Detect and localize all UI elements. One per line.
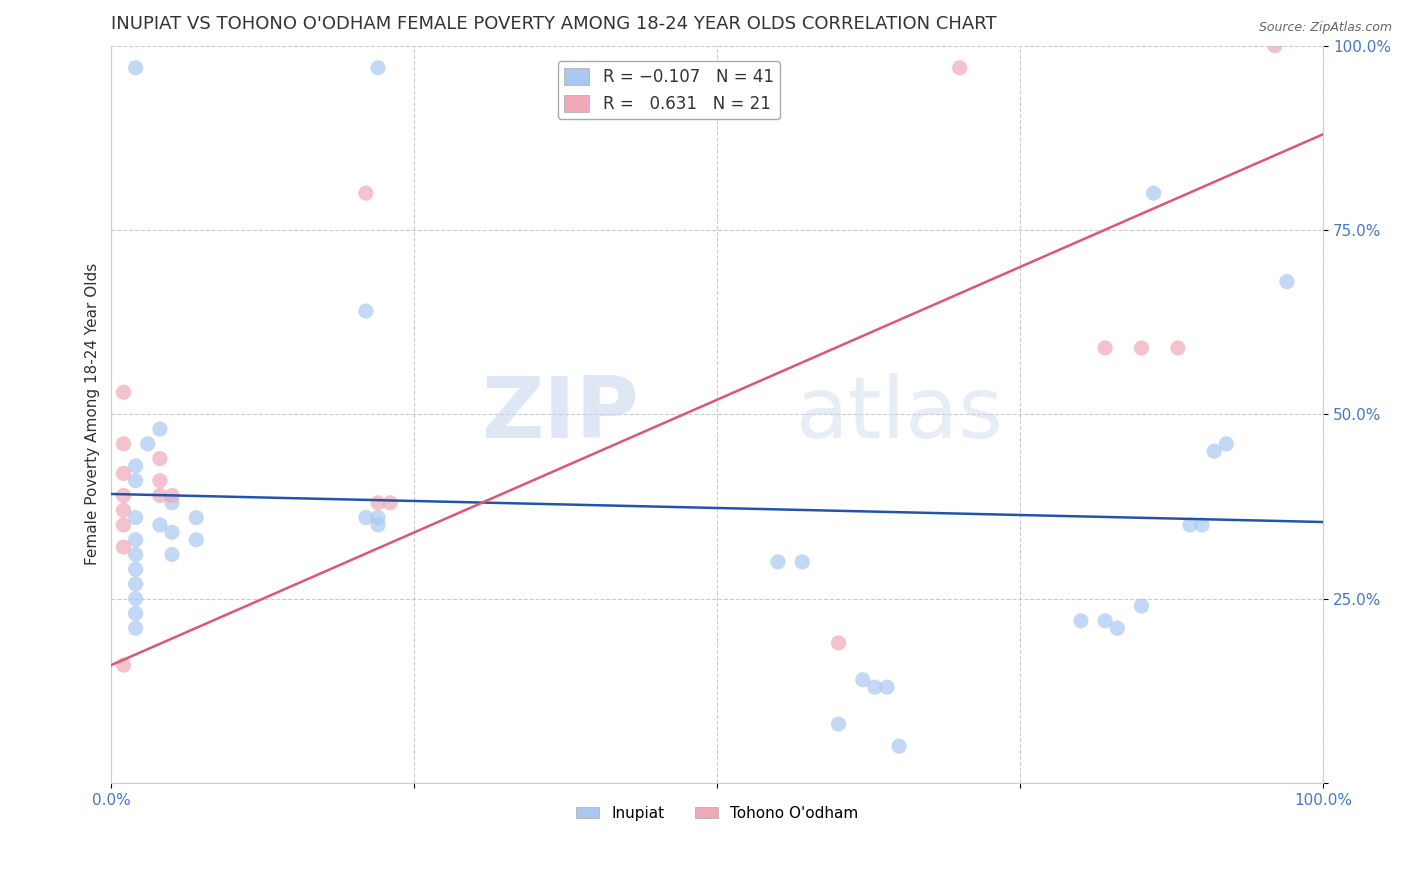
Point [124, 533, 146, 547]
Point [149, 451, 172, 466]
Legend: Inupiat, Tohono O'odham: Inupiat, Tohono O'odham [569, 800, 865, 827]
Point [112, 467, 135, 481]
Point [1094, 341, 1116, 355]
Point [863, 680, 886, 694]
Point [160, 496, 183, 510]
Point [354, 510, 377, 524]
Point [1215, 437, 1237, 451]
Point [112, 503, 135, 517]
Point [186, 510, 208, 524]
Point [124, 577, 146, 591]
Point [367, 510, 389, 524]
Point [876, 680, 898, 694]
Point [160, 488, 183, 502]
Point [887, 739, 910, 754]
Point [136, 437, 159, 451]
Point [124, 607, 146, 621]
Point [1107, 621, 1129, 635]
Point [354, 186, 377, 201]
Point [112, 658, 135, 673]
Point [112, 385, 135, 400]
Point [149, 474, 172, 488]
Point [367, 61, 389, 75]
Point [827, 636, 849, 650]
Point [1130, 599, 1153, 613]
Point [949, 61, 972, 75]
Y-axis label: Female Poverty Among 18-24 Year Olds: Female Poverty Among 18-24 Year Olds [86, 263, 100, 566]
Point [124, 591, 146, 606]
Point [149, 488, 172, 502]
Point [149, 518, 172, 533]
Point [124, 621, 146, 635]
Point [1178, 518, 1201, 533]
Point [124, 474, 146, 488]
Point [1191, 518, 1213, 533]
Point [160, 525, 183, 540]
Point [1167, 341, 1189, 355]
Text: atlas: atlas [796, 373, 1004, 456]
Point [1264, 38, 1286, 53]
Point [124, 510, 146, 524]
Point [112, 540, 135, 554]
Point [160, 548, 183, 562]
Text: INUPIAT VS TOHONO O'ODHAM FEMALE POVERTY AMONG 18-24 YEAR OLDS CORRELATION CHART: INUPIAT VS TOHONO O'ODHAM FEMALE POVERTY… [111, 15, 997, 33]
Point [852, 673, 875, 687]
Point [378, 496, 401, 510]
Point [1130, 341, 1153, 355]
Point [367, 496, 389, 510]
Point [1094, 614, 1116, 628]
Point [124, 548, 146, 562]
Point [186, 533, 208, 547]
Point [354, 304, 377, 318]
Text: ZIP: ZIP [481, 373, 638, 456]
Point [1070, 614, 1092, 628]
Point [124, 562, 146, 576]
Point [766, 555, 789, 569]
Point [124, 458, 146, 473]
Point [367, 518, 389, 533]
Point [112, 437, 135, 451]
Point [1275, 275, 1298, 289]
Point [112, 518, 135, 533]
Point [1204, 444, 1226, 458]
Point [827, 717, 849, 731]
Point [792, 555, 814, 569]
Point [149, 422, 172, 436]
Point [1142, 186, 1164, 201]
Text: Source: ZipAtlas.com: Source: ZipAtlas.com [1258, 21, 1392, 34]
Point [112, 488, 135, 502]
Point [124, 61, 146, 75]
